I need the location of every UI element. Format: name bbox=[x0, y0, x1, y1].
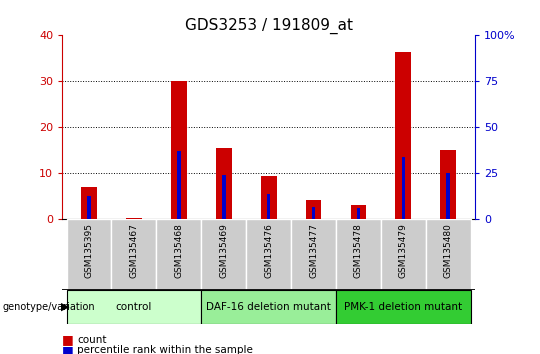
Bar bbox=[111, 219, 157, 290]
Text: GSM135476: GSM135476 bbox=[264, 223, 273, 278]
Text: GSM135395: GSM135395 bbox=[85, 223, 93, 278]
Text: ■: ■ bbox=[62, 344, 74, 354]
Text: GSM135469: GSM135469 bbox=[219, 223, 228, 278]
Text: ■: ■ bbox=[62, 333, 74, 346]
Text: GSM135478: GSM135478 bbox=[354, 223, 363, 278]
Bar bbox=[356, 209, 360, 219]
Text: GSM135468: GSM135468 bbox=[174, 223, 184, 278]
Bar bbox=[381, 219, 426, 290]
Bar bbox=[395, 51, 411, 219]
Bar bbox=[201, 290, 336, 324]
Bar bbox=[81, 187, 97, 219]
Bar bbox=[177, 152, 181, 219]
Bar bbox=[216, 148, 232, 219]
Bar bbox=[87, 195, 91, 219]
Bar bbox=[261, 176, 276, 219]
Bar bbox=[312, 207, 315, 219]
Text: GSM135480: GSM135480 bbox=[444, 223, 453, 278]
Bar bbox=[126, 218, 142, 219]
Bar bbox=[426, 219, 471, 290]
Text: GSM135477: GSM135477 bbox=[309, 223, 318, 278]
Bar bbox=[350, 205, 366, 219]
Text: percentile rank within the sample: percentile rank within the sample bbox=[77, 346, 253, 354]
Bar bbox=[267, 194, 271, 219]
Bar bbox=[157, 219, 201, 290]
Text: PMK-1 deletion mutant: PMK-1 deletion mutant bbox=[345, 302, 462, 312]
Title: GDS3253 / 191809_at: GDS3253 / 191809_at bbox=[185, 18, 353, 34]
Text: genotype/variation: genotype/variation bbox=[3, 302, 96, 312]
Bar bbox=[441, 150, 456, 219]
Text: count: count bbox=[77, 335, 107, 345]
Bar bbox=[447, 173, 450, 219]
Bar bbox=[336, 219, 381, 290]
Text: control: control bbox=[116, 302, 152, 312]
Bar bbox=[222, 175, 226, 219]
Text: ▶: ▶ bbox=[61, 302, 70, 312]
Bar bbox=[336, 290, 471, 324]
Bar bbox=[306, 200, 321, 219]
Text: DAF-16 deletion mutant: DAF-16 deletion mutant bbox=[206, 302, 331, 312]
Bar bbox=[171, 81, 187, 219]
Bar bbox=[201, 219, 246, 290]
Bar bbox=[66, 290, 201, 324]
Bar bbox=[402, 157, 405, 219]
Text: GSM135479: GSM135479 bbox=[399, 223, 408, 278]
Bar bbox=[291, 219, 336, 290]
Text: GSM135467: GSM135467 bbox=[130, 223, 138, 278]
Bar bbox=[66, 219, 111, 290]
Bar bbox=[132, 218, 136, 219]
Bar bbox=[246, 219, 291, 290]
